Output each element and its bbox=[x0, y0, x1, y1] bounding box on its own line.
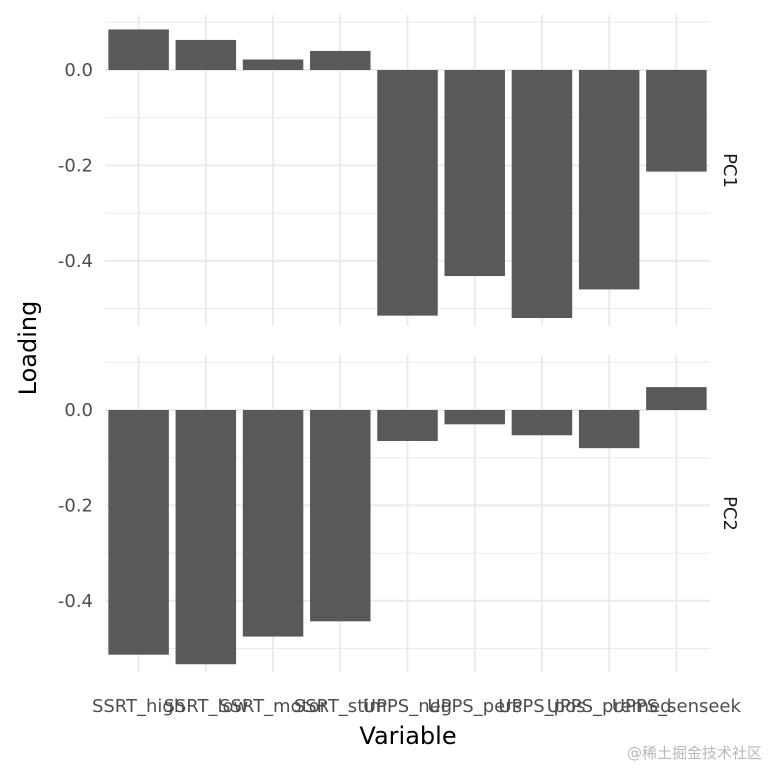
facet-label-pc1: PC1 bbox=[719, 153, 740, 188]
bar-pc1-ssrt-low bbox=[175, 39, 237, 70]
bar-pc1-upps-premed bbox=[578, 70, 640, 290]
bar-pc1-upps-pos bbox=[511, 70, 573, 319]
x-tick-label: UPPS_senseek bbox=[612, 696, 742, 717]
x-tick-label: SSRT_stim bbox=[294, 696, 387, 717]
x-tick-label: SSRT_high bbox=[92, 696, 185, 717]
x-tick-label: UPPS_neg bbox=[363, 696, 452, 717]
bar-pc2-ssrt-low bbox=[175, 410, 237, 665]
bar-pc1-upps-pers bbox=[444, 70, 505, 277]
bar-pc1-ssrt-motor bbox=[242, 59, 304, 70]
bar-pc1-upps-senseek bbox=[646, 70, 707, 172]
y-tick-label: -0.4 bbox=[58, 591, 93, 612]
y-tick-label: -0.2 bbox=[58, 155, 93, 176]
x-tick-label: UPPS_pers bbox=[427, 696, 522, 717]
bar-pc2-ssrt-high bbox=[108, 410, 169, 655]
y-tick-label: -0.2 bbox=[58, 495, 93, 516]
x-tick-label: SSRT_low bbox=[163, 696, 248, 717]
x-tick-label: UPPS_pos bbox=[498, 696, 585, 717]
x-tick-label: SSRT_motor bbox=[219, 696, 328, 717]
bar-pc1-ssrt-stim bbox=[310, 50, 371, 70]
facet-strip-labels: PC1 PC2 bbox=[719, 153, 740, 531]
bar-pc1-ssrt-high bbox=[108, 29, 169, 70]
bar-pc2-ssrt-stim bbox=[310, 410, 371, 622]
y-tick-label: 0.0 bbox=[64, 400, 93, 421]
x-axis-title: Variable bbox=[359, 722, 456, 750]
y-tick-labels: 0.0 -0.2 -0.4 0.0 -0.2 -0.4 bbox=[58, 60, 93, 612]
x-tick-label: UPPS_premed bbox=[547, 696, 672, 717]
bar-pc2-upps-pos bbox=[511, 410, 573, 436]
facet-label-pc2: PC2 bbox=[719, 496, 740, 531]
y-axis-title: Loading bbox=[14, 301, 42, 396]
bar-pc2-upps-pers bbox=[444, 410, 505, 425]
bar-pc2-upps-senseek bbox=[646, 387, 707, 410]
y-tick-label: 0.0 bbox=[64, 60, 93, 81]
bar-pc2-upps-neg bbox=[377, 410, 438, 442]
watermark: @稀土掘金技术社区 bbox=[627, 744, 762, 762]
x-tick-labels: SSRT_highSSRT_lowSSRT_motorSSRT_stimUPPS… bbox=[92, 696, 742, 717]
bar-pc2-upps-premed bbox=[578, 410, 640, 449]
bar-pc1-upps-neg bbox=[377, 70, 438, 316]
bar-pc2-ssrt-motor bbox=[242, 410, 304, 637]
bars bbox=[108, 29, 707, 665]
y-tick-label: -0.4 bbox=[58, 251, 93, 272]
